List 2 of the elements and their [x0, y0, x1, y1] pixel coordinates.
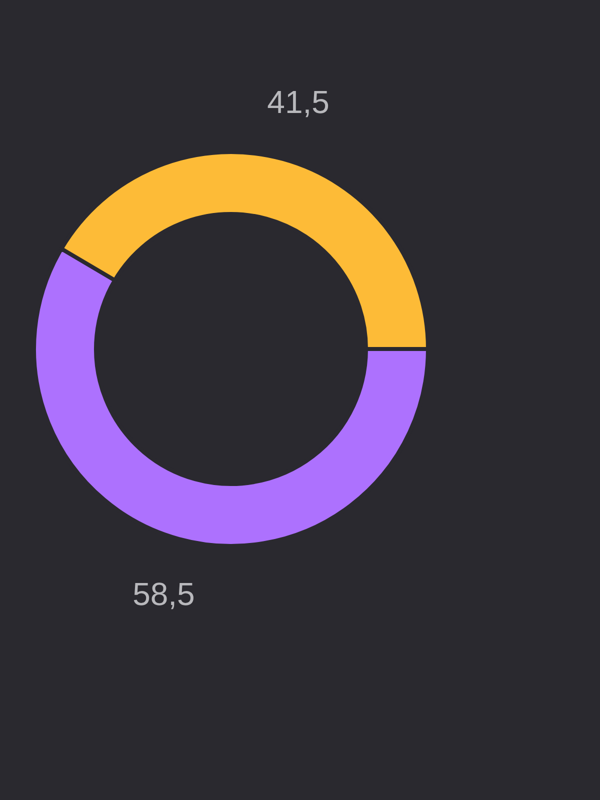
data-label: 41,5	[267, 84, 330, 120]
data-label: 58,5	[132, 576, 195, 612]
